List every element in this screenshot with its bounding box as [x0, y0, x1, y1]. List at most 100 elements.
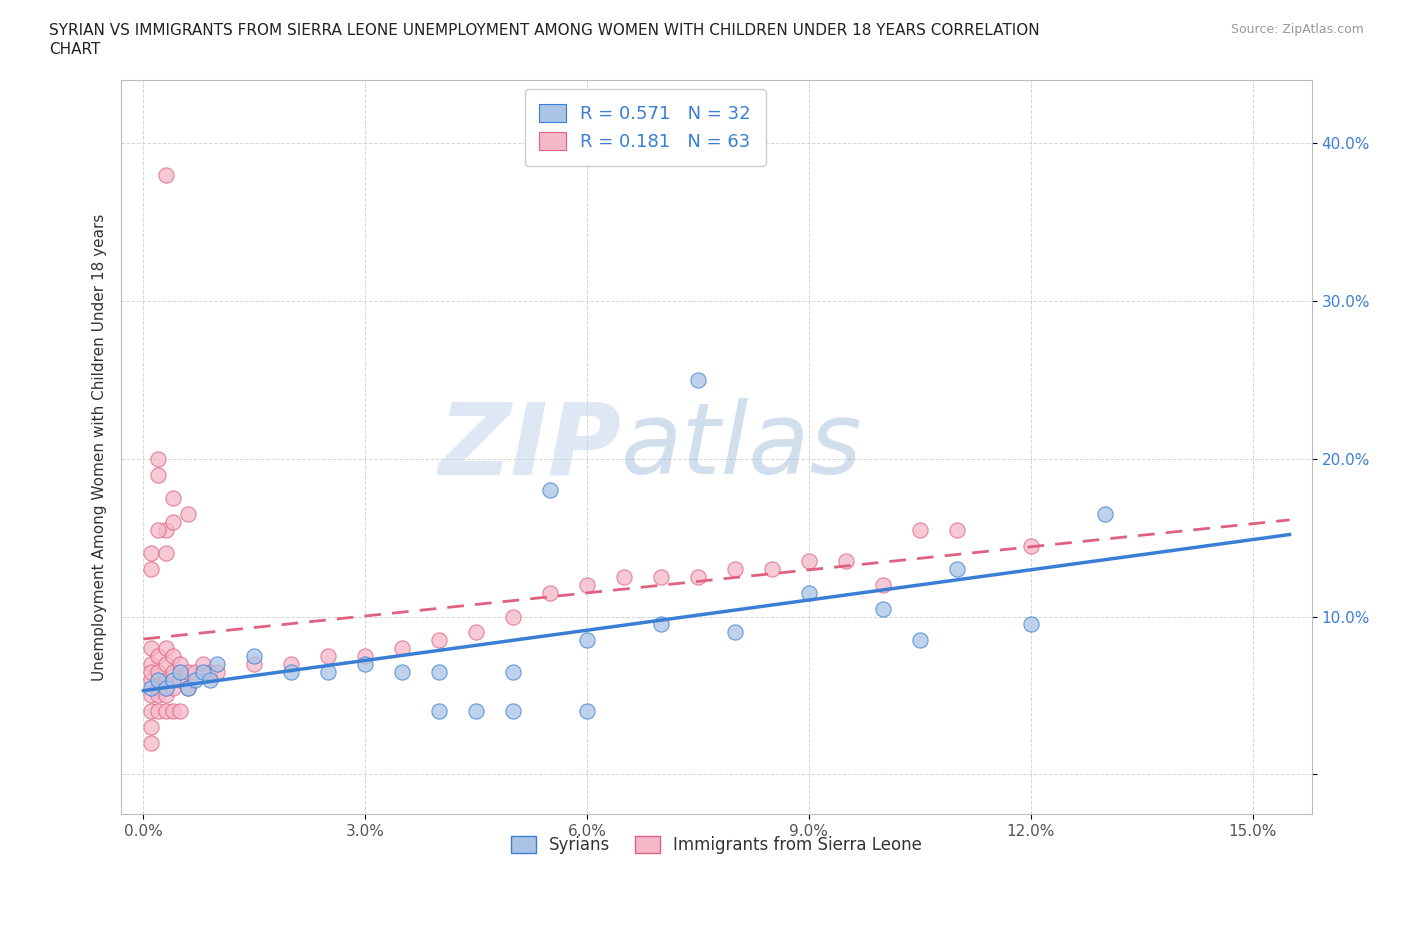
Point: [148, 672, 170, 687]
Point: [155, 657, 177, 671]
Point: [576, 578, 599, 592]
Point: [576, 704, 599, 719]
Point: [148, 451, 170, 466]
Point: [148, 523, 170, 538]
Point: [280, 664, 302, 679]
Point: [155, 641, 177, 656]
Point: [243, 657, 266, 671]
Point: [427, 704, 450, 719]
Point: [908, 523, 931, 538]
Point: [148, 680, 170, 695]
Point: [316, 664, 339, 679]
Point: [162, 664, 184, 679]
Point: [650, 617, 672, 631]
Point: [686, 372, 709, 387]
Point: [354, 648, 377, 663]
Point: [945, 523, 967, 538]
Point: [243, 648, 266, 663]
Point: [797, 554, 820, 569]
Point: [207, 657, 229, 671]
Point: [538, 586, 561, 601]
Point: [198, 664, 221, 679]
Point: [148, 467, 170, 482]
Point: [184, 664, 207, 679]
Point: [945, 562, 967, 577]
Point: [391, 664, 413, 679]
Text: SYRIAN VS IMMIGRANTS FROM SIERRA LEONE UNEMPLOYMENT AMONG WOMEN WITH CHILDREN UN: SYRIAN VS IMMIGRANTS FROM SIERRA LEONE U…: [49, 23, 1040, 38]
Point: [1019, 617, 1042, 631]
Point: [613, 570, 636, 585]
Point: [155, 546, 177, 561]
Point: [872, 602, 894, 617]
Point: [139, 688, 162, 703]
Point: [155, 680, 177, 695]
Point: [162, 680, 184, 695]
Point: [155, 704, 177, 719]
Point: [724, 562, 747, 577]
Point: [162, 704, 184, 719]
Point: [177, 507, 200, 522]
Point: [502, 664, 524, 679]
Point: [465, 704, 488, 719]
Point: [686, 570, 709, 585]
Y-axis label: Unemployment Among Women with Children Under 18 years: Unemployment Among Women with Children U…: [93, 213, 107, 681]
Point: [139, 704, 162, 719]
Point: [502, 609, 524, 624]
Point: [191, 664, 214, 679]
Point: [139, 546, 162, 561]
Point: [155, 688, 177, 703]
Point: [191, 657, 214, 671]
Point: [139, 720, 162, 735]
Point: [148, 648, 170, 663]
Point: [139, 641, 162, 656]
Point: [354, 657, 377, 671]
Point: [162, 491, 184, 506]
Point: [198, 672, 221, 687]
Point: [139, 736, 162, 751]
Point: [139, 664, 162, 679]
Point: [148, 664, 170, 679]
Point: [184, 672, 207, 687]
Point: [177, 680, 200, 695]
Text: atlas: atlas: [621, 398, 863, 496]
Point: [316, 648, 339, 663]
Point: [538, 483, 561, 498]
Point: [391, 641, 413, 656]
Point: [139, 657, 162, 671]
Point: [169, 664, 191, 679]
Point: [724, 625, 747, 640]
Point: [169, 672, 191, 687]
Point: [1094, 507, 1116, 522]
Point: [207, 664, 229, 679]
Point: [465, 625, 488, 640]
Point: [162, 672, 184, 687]
Point: [162, 648, 184, 663]
Point: [162, 514, 184, 529]
Point: [280, 657, 302, 671]
Point: [148, 704, 170, 719]
Point: [576, 632, 599, 647]
Point: [139, 672, 162, 687]
Point: [177, 664, 200, 679]
Text: CHART: CHART: [49, 42, 101, 57]
Point: [148, 688, 170, 703]
Point: [169, 657, 191, 671]
Point: [169, 704, 191, 719]
Point: [427, 632, 450, 647]
Point: [761, 562, 783, 577]
Point: [502, 704, 524, 719]
Point: [1019, 538, 1042, 553]
Point: [427, 664, 450, 679]
Legend: Syrians, Immigrants from Sierra Leone: Syrians, Immigrants from Sierra Leone: [503, 829, 929, 860]
Point: [177, 680, 200, 695]
Point: [872, 578, 894, 592]
Point: [139, 562, 162, 577]
Point: [835, 554, 858, 569]
Point: [650, 570, 672, 585]
Point: [797, 586, 820, 601]
Point: [155, 167, 177, 182]
Point: [139, 680, 162, 695]
Text: Source: ZipAtlas.com: Source: ZipAtlas.com: [1230, 23, 1364, 36]
Text: ZIP: ZIP: [439, 398, 621, 496]
Point: [155, 523, 177, 538]
